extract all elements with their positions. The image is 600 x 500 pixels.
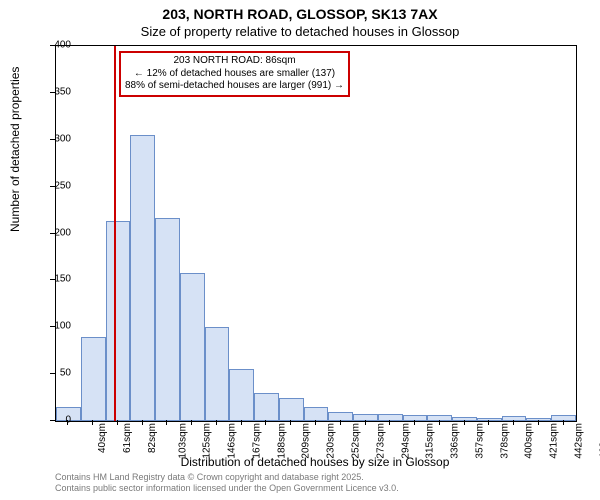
y-tick-label: 50 [41, 368, 71, 379]
y-tick-label: 300 [41, 133, 71, 144]
x-tick-mark [389, 420, 390, 425]
y-tick-label: 350 [41, 86, 71, 97]
histogram-bar [328, 412, 353, 421]
histogram-bar [130, 135, 155, 421]
histogram-bars [56, 46, 576, 421]
x-tick-label: 188sqm [276, 423, 287, 459]
x-tick-label: 336sqm [450, 423, 461, 459]
x-tick-mark [166, 420, 167, 425]
x-tick-mark [92, 420, 93, 425]
y-tick-mark [50, 326, 55, 327]
x-tick-label: 61sqm [122, 423, 133, 453]
y-tick-mark [50, 92, 55, 93]
histogram-bar [180, 273, 205, 421]
x-tick-label: 400sqm [524, 423, 535, 459]
x-tick-label: 146sqm [227, 423, 238, 459]
x-tick-label: 273sqm [375, 423, 386, 459]
x-tick-mark [315, 420, 316, 425]
annotation-line3: 88% of semi-detached houses are larger (… [125, 80, 344, 93]
x-tick-mark [563, 420, 564, 425]
x-axis-label: Distribution of detached houses by size … [55, 455, 575, 469]
x-tick-mark [464, 420, 465, 425]
histogram-bar [551, 415, 576, 421]
histogram-bar [254, 393, 279, 421]
y-tick-mark [50, 279, 55, 280]
x-tick-mark [142, 420, 143, 425]
histogram-bar [81, 337, 106, 421]
x-tick-mark [241, 420, 242, 425]
x-tick-label: 125sqm [202, 423, 213, 459]
y-tick-mark [50, 139, 55, 140]
x-tick-mark [67, 420, 68, 425]
x-tick-label: 294sqm [400, 423, 411, 459]
histogram-bar [279, 398, 304, 421]
y-tick-mark [50, 45, 55, 46]
y-tick-mark [50, 420, 55, 421]
y-tick-label: 150 [41, 274, 71, 285]
x-tick-mark [538, 420, 539, 425]
x-tick-mark [414, 420, 415, 425]
histogram-bar [526, 418, 551, 421]
x-tick-mark [117, 420, 118, 425]
histogram-bar [304, 407, 329, 421]
y-tick-mark [50, 373, 55, 374]
y-tick-mark [50, 233, 55, 234]
x-tick-label: 230sqm [326, 423, 337, 459]
histogram-bar [353, 414, 378, 422]
x-tick-label: 421sqm [549, 423, 560, 459]
x-tick-label: 378sqm [499, 423, 510, 459]
y-axis-label: Number of detached properties [8, 67, 22, 232]
annotation-box: 203 NORTH ROAD: 86sqm ← 12% of detached … [119, 51, 350, 97]
x-tick-label: 103sqm [177, 423, 188, 459]
x-tick-label: 357sqm [474, 423, 485, 459]
x-tick-mark [488, 420, 489, 425]
x-tick-label: 82sqm [147, 423, 158, 453]
y-tick-mark [50, 186, 55, 187]
chart-title-line2: Size of property relative to detached ho… [0, 24, 600, 39]
x-tick-label: 442sqm [573, 423, 584, 459]
x-tick-mark [191, 420, 192, 425]
histogram-bar [427, 415, 452, 421]
footer-attribution: Contains HM Land Registry data © Crown c… [55, 472, 399, 494]
x-tick-mark [439, 420, 440, 425]
y-tick-label: 100 [41, 321, 71, 332]
histogram-bar [106, 221, 131, 421]
marker-vertical-line [114, 46, 116, 421]
plot-area: 203 NORTH ROAD: 86sqm ← 12% of detached … [55, 45, 577, 422]
x-tick-mark [513, 420, 514, 425]
y-tick-label: 250 [41, 180, 71, 191]
chart-container: 203, NORTH ROAD, GLOSSOP, SK13 7AX Size … [0, 0, 600, 500]
x-tick-mark [290, 420, 291, 425]
x-tick-label: 40sqm [97, 423, 108, 453]
annotation-line1: 203 NORTH ROAD: 86sqm [125, 55, 344, 68]
x-tick-mark [216, 420, 217, 425]
y-tick-label: 200 [41, 227, 71, 238]
chart-title-line1: 203, NORTH ROAD, GLOSSOP, SK13 7AX [0, 6, 600, 22]
histogram-bar [155, 218, 180, 421]
x-tick-label: 209sqm [301, 423, 312, 459]
histogram-bar [205, 327, 230, 421]
y-tick-label: 400 [41, 40, 71, 51]
x-tick-label: 315sqm [425, 423, 436, 459]
x-tick-label: 167sqm [252, 423, 263, 459]
footer-line2: Contains public sector information licen… [55, 483, 399, 494]
annotation-line2: ← 12% of detached houses are smaller (13… [125, 68, 344, 81]
histogram-bar [452, 417, 477, 421]
x-tick-label: 252sqm [351, 423, 362, 459]
x-tick-mark [265, 420, 266, 425]
footer-line1: Contains HM Land Registry data © Crown c… [55, 472, 399, 483]
x-tick-mark [340, 420, 341, 425]
x-tick-mark [365, 420, 366, 425]
histogram-bar [229, 369, 254, 421]
